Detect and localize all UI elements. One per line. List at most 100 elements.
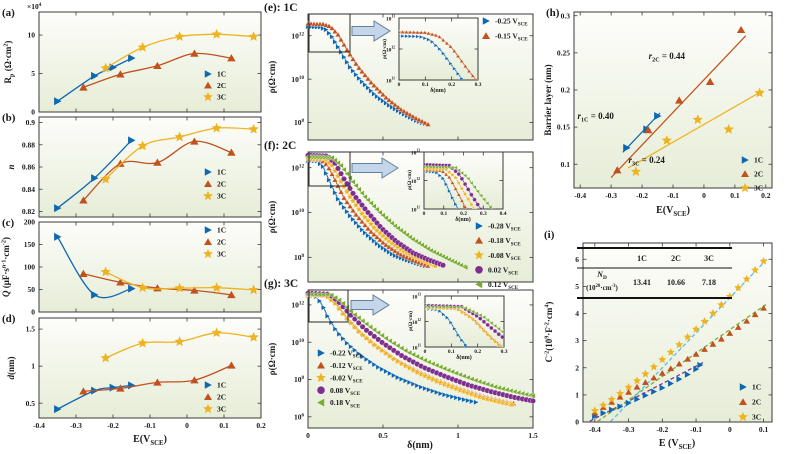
legend-label: 1C — [217, 226, 226, 235]
legend-label: -0.22 VSCE — [330, 349, 363, 360]
inset-series — [399, 33, 465, 80]
series--0.22 V_{SCE} — [305, 292, 480, 406]
panel-letter: (d) — [2, 313, 16, 325]
series-3C — [100, 122, 259, 184]
x-tick-label: -0.4 — [589, 425, 601, 434]
legend-label: 3C — [217, 250, 226, 259]
series-3C — [630, 87, 765, 177]
panel-title: (e): 1C — [264, 2, 298, 14]
legend: -0.28 VSCE -0.18 VSCE -0.08 VSCE 0.02 VSCE 0… — [474, 222, 521, 291]
series-3C — [590, 256, 768, 415]
x-tick-label: 0 — [423, 211, 426, 217]
y-tick-label: 106 — [294, 412, 305, 421]
table-value: 7.18 — [702, 278, 716, 287]
y-tick-label: 1010 — [291, 75, 304, 84]
panel-letter: (b) — [2, 112, 16, 124]
zoom-region-box — [308, 289, 349, 323]
x-axis-label: E(VSCE) — [656, 205, 690, 218]
y-axis-label: n — [6, 164, 16, 169]
x-tick-label: 0.3 — [480, 211, 487, 217]
x-tick-label: 0.3 — [475, 82, 482, 88]
x-tick-label: 0 — [185, 421, 189, 430]
panel-letter: (c) — [2, 217, 15, 229]
y-tick-label: 5 — [31, 69, 35, 78]
x-tick-label: 0.1 — [730, 191, 740, 200]
x-tick-label: 0.3 — [501, 349, 508, 355]
x-axis-label: E (VSCE) — [659, 438, 695, 451]
legend-label: -0.15 VSCE — [495, 32, 528, 43]
legend-label: 0.02 VSCE — [488, 265, 519, 276]
legend-label: 2C — [217, 81, 226, 90]
series-0.18 V_{SCE} — [304, 291, 536, 399]
y-tick-label: 1.5 — [26, 325, 36, 334]
y-axis-label: d(nm) — [6, 357, 16, 380]
inset: 0 0.1 0.2 0.3 1011 1012 1013 ρ(Ω·cm) δ(nm) — [381, 15, 482, 94]
y-tick-label: 108 — [294, 375, 305, 384]
x-tick-label: -0.2 — [636, 191, 648, 200]
legend-label: 3C — [217, 405, 226, 414]
legend: 1C 2C 3C — [203, 168, 226, 201]
series-2C — [613, 25, 746, 174]
series-3C — [100, 28, 259, 73]
inset: 0 0.1 0.2 0.3 0.4 1011 1012 1013 ρ(Ω·cm) δ(nm) — [406, 149, 507, 223]
legend-label: 3C — [752, 413, 761, 422]
plot-area — [39, 117, 261, 217]
panel-e: 108 1010 1012 0 0.1 0.2 0.3 1011 1012 1013 ρ(Ω·cm)… — [264, 2, 534, 141]
legend: 1C 2C 3C — [738, 383, 761, 422]
y-tick-label: 0.9 — [26, 118, 36, 127]
series-3C — [100, 327, 259, 363]
inset-x-axis-label: δ(nm) — [455, 216, 470, 223]
table-row-label: ND — [596, 270, 607, 281]
series-1C — [54, 136, 136, 213]
inset-y-axis-label: ρ(Ω·cm) — [406, 170, 413, 190]
zoom-region-box — [308, 151, 351, 187]
legend-label: -0.02 VSCE — [330, 373, 363, 384]
inset: 0 0.1 0.2 0.3 1011 1012 1013 ρ(Ω·cm) δ(nm) — [407, 293, 508, 361]
inset-x-axis-label: δ(nm) — [456, 354, 471, 361]
legend: 1C 2C 3C — [740, 156, 763, 193]
y-tick-label: 0 — [31, 108, 35, 117]
panel-a: 0 5 10 1C 2C 3C (a) Rp (Ω·cm2) ×104 — [2, 2, 262, 117]
legend-label: -0.08 VSCE — [488, 251, 521, 262]
y-tick-label: 1012 — [411, 177, 420, 185]
legend-label: -0.12 VSCE — [330, 361, 363, 372]
y-tick-label: 0.82 — [22, 207, 35, 216]
legend-label: 0.12 VSCE — [488, 280, 519, 291]
y-tick-label: 0.86 — [22, 163, 35, 172]
x-tick-label: 1.5 — [528, 431, 538, 440]
panel-letter: (a) — [2, 7, 15, 19]
panel-title: (f): 2C — [264, 140, 296, 152]
series-0.02 V_{SCE} — [305, 152, 446, 269]
table-header: 1C — [637, 254, 647, 263]
y-tick-label: 1012 — [291, 31, 304, 40]
y-tick-label: 108 — [294, 253, 305, 262]
series-1C — [54, 232, 136, 299]
y-tick-label: 1011 — [411, 206, 420, 214]
fit-line — [610, 35, 747, 179]
y-tick-label: 3 — [575, 336, 579, 345]
legend-label: 1C — [217, 70, 226, 79]
series-2C — [79, 137, 236, 204]
y-axis-label: ρ(Ω·cm) — [267, 61, 277, 94]
y-tick-label: 1010 — [291, 208, 304, 217]
x-tick-label: -0.1 — [690, 425, 702, 434]
y-tick-label: 1011 — [412, 344, 421, 352]
y-tick-label: 0.3 — [561, 11, 571, 20]
panel-i: -0.4 -0.3 -0.2 -0.1 0 0.1 0 1 2 3 4 5 6 1C 2C 3C ND (1020… — [544, 229, 773, 451]
table-value: 10.66 — [667, 278, 685, 287]
legend-label: 2C — [217, 393, 226, 402]
nd-table: 1C 2C 3C ND (1020·cm-3) 13.41 10.66 7.18 — [577, 247, 732, 299]
y-tick-label: 0.25 — [557, 48, 570, 57]
y-tick-label: 1010 — [291, 338, 304, 347]
inset-y-axis-label: ρ(Ω·cm) — [407, 311, 414, 331]
zoom-arrow-icon — [351, 157, 399, 179]
legend-label: 2C — [217, 238, 226, 247]
series-3C — [100, 266, 259, 295]
annotation: r3C = 0.24 — [629, 155, 666, 168]
table-value: 13.41 — [633, 278, 651, 287]
y-tick-label: 1012 — [386, 46, 395, 54]
x-tick-label: -0.1 — [667, 191, 679, 200]
x-tick-label: -0.2 — [656, 425, 668, 434]
y-tick-label: 1011 — [386, 77, 395, 85]
x-tick-label: 0.2 — [460, 211, 467, 217]
